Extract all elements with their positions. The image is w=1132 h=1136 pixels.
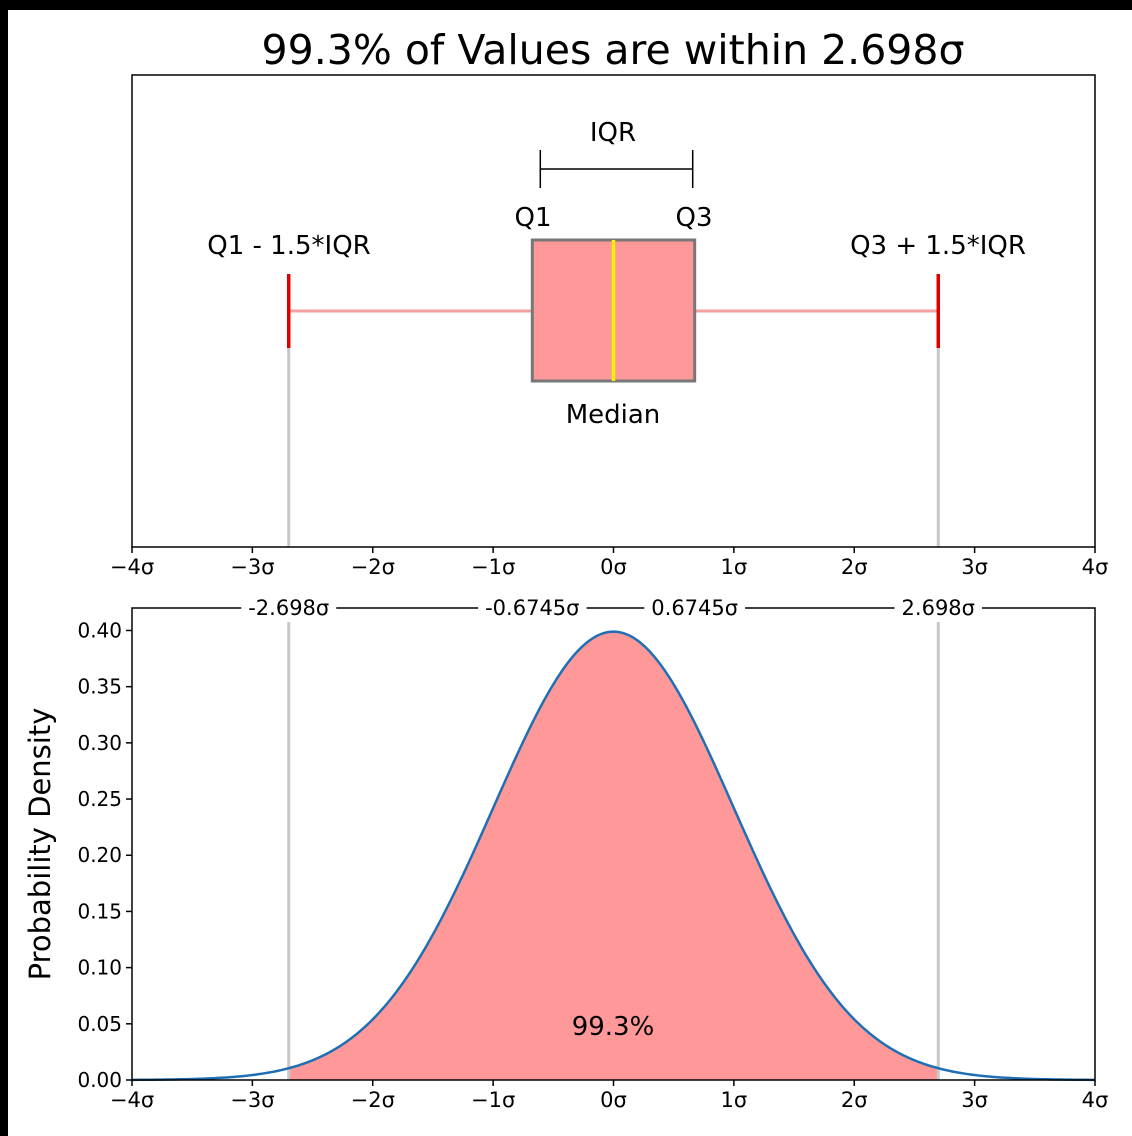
x-tick-label: 2σ [841,1088,868,1112]
boxplot-panel: IQR Q1 Q3 Q1 - 1.5*IQR Q3 + 1.5*IQR Medi… [110,74,1108,579]
shaded-area-label: 99.3% [572,1012,655,1042]
x-tick-label: 1σ [721,555,748,579]
top-marker-label-bg [241,594,337,622]
pdf-panel: 99.3% -2.698σ -0.6745σ 0.6745σ 2.698σ −4σ −3… [23,594,1108,1112]
shaded-area [288,631,939,1080]
y-tick-label: 0.25 [77,787,122,811]
x-tick-label: 3σ [961,555,988,579]
density-curve [131,630,1096,1082]
top-marker-axis: -2.698σ -0.6745σ 0.6745σ 2.698σ [241,594,982,622]
boxplot-x-axis: −4σ −3σ −2σ −1σ 0σ 1σ 2σ 3σ 4σ [110,547,1108,579]
top-marker-label: -2.698σ [248,596,329,620]
x-tick-label: −1σ [471,555,515,579]
iqr-label: IQR [590,118,636,148]
x-tick-label: 0σ [600,1088,627,1112]
y-tick-label: 0.35 [77,675,122,699]
x-tick-label: 2σ [841,555,868,579]
top-marker-label: 0.6745σ [651,596,738,620]
x-tick-label: −2σ [351,555,395,579]
x-tick-label: −3σ [230,555,274,579]
x-tick-label: −3σ [230,1088,274,1112]
pdf-x-axis: −4σ −3σ −2σ −1σ 0σ 1σ 2σ 3σ 4σ [110,1080,1108,1112]
median-label: Median [566,400,661,430]
top-marker-label-bg [644,594,746,622]
x-tick-label: 3σ [961,1088,988,1112]
high-fence-label: Q3 + 1.5*IQR [850,231,1026,261]
x-tick-label: 1σ [721,1088,748,1112]
y-tick-label: 0.05 [77,1012,122,1036]
q3-label: Q3 [675,203,712,233]
y-tick-label: 0.15 [77,899,122,923]
x-tick-label: −1σ [471,1088,515,1112]
figure-title: 99.3% of Values are within 2.698σ [262,26,965,74]
top-marker-label: 2.698σ [902,596,975,620]
y-tick-label: 0.30 [77,731,122,755]
x-tick-label: −4σ [110,555,154,579]
x-tick-label: −4σ [110,1088,154,1112]
q1-label: Q1 [514,203,551,233]
pdf-y-axis: 0.00 0.05 0.10 0.15 0.20 0.25 0.30 0.35 0.40 [77,618,132,1092]
y-tick-label: 0.40 [77,618,122,642]
x-tick-label: 0σ [600,555,627,579]
y-tick-label: 0.10 [77,956,122,980]
x-tick-label: −2σ [351,1088,395,1112]
top-marker-label: -0.6745σ [485,596,579,620]
top-marker-label-bg [894,594,982,622]
top-marker-label-bg [478,594,587,622]
x-tick-label: 4σ [1082,1088,1109,1112]
y-tick-label: 0.20 [77,843,122,867]
y-tick-label: 0.00 [77,1068,122,1092]
y-axis-label: Probability Density [23,708,57,981]
low-fence-label: Q1 - 1.5*IQR [207,231,370,261]
x-tick-label: 4σ [1082,555,1109,579]
